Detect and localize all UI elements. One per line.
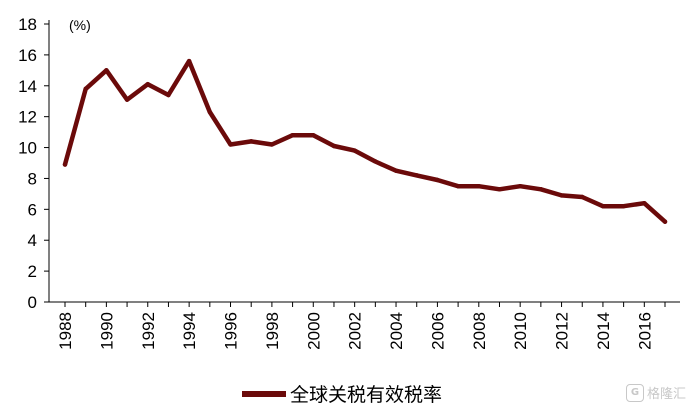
data-point: [62, 162, 68, 167]
x-axis: 1988 1990 1992 1994 1996 1998 2000 2002 2004 2006…: [49, 301, 680, 350]
data-point: [538, 187, 544, 192]
data-point: [290, 133, 295, 138]
data-point: [600, 204, 606, 209]
x-tick-label: 2008: [470, 312, 489, 350]
data-point: [207, 109, 213, 115]
y-tick-label: 16: [18, 46, 37, 65]
data-point: [124, 97, 130, 102]
y-tick-label: 10: [18, 139, 37, 158]
data-point: [145, 82, 150, 87]
series-line-0: [62, 58, 668, 224]
data-point: [435, 177, 440, 183]
data-point: [455, 183, 461, 189]
y-tick-label: 8: [28, 169, 37, 188]
data-point: [269, 142, 275, 147]
y-tick-label: 6: [28, 200, 37, 219]
y-unit-label: (%): [69, 17, 91, 33]
watermark: G 格隆汇: [625, 383, 686, 402]
data-point: [517, 183, 523, 189]
data-point: [352, 148, 357, 153]
legend-label: 全球关税有效税率: [290, 384, 442, 406]
y-tick-label: 18: [18, 15, 37, 34]
x-tick-label: 2012: [553, 312, 572, 350]
x-tick-label: 2004: [387, 312, 406, 350]
data-point: [662, 219, 668, 224]
data-point: [331, 143, 337, 149]
data-point: [414, 173, 419, 178]
y-tick-label: 12: [18, 108, 37, 127]
data-point: [83, 86, 88, 92]
y-axis: 0 2 4 6 8 10 12 14 16 18: [18, 15, 50, 312]
data-point: [311, 133, 316, 138]
watermark-text: 格隆汇: [646, 387, 686, 402]
data-point: [104, 68, 109, 73]
x-tick-label: 1990: [97, 312, 116, 350]
x-tick-label: 2006: [428, 312, 447, 350]
data-point: [642, 200, 647, 206]
x-tick-label: 2010: [511, 312, 530, 350]
x-tick-label: 1996: [222, 312, 241, 350]
data-point: [249, 139, 254, 144]
data-point: [559, 193, 564, 198]
y-tick-label: 2: [28, 262, 37, 281]
data-point: [621, 204, 626, 209]
series-layer: [62, 58, 668, 224]
data-point: [497, 187, 502, 192]
x-tick-label: 2002: [346, 312, 365, 350]
y-tick-label: 0: [28, 293, 37, 312]
x-tick-label: 2000: [304, 312, 323, 350]
data-point: [393, 168, 399, 173]
x-tick-label: 2016: [635, 312, 654, 350]
x-tick-label: 1998: [263, 312, 282, 350]
data-point: [476, 183, 481, 189]
x-tick-label: 1994: [180, 312, 199, 350]
data-point: [373, 159, 378, 164]
gelonghui-logo-icon: G: [625, 383, 644, 402]
x-tick-label: 1992: [139, 312, 158, 350]
y-tick-label: 14: [18, 77, 37, 96]
legend: 全球关税有效税率: [242, 384, 442, 406]
x-tick-label: 2014: [594, 312, 613, 350]
data-point: [580, 194, 585, 200]
data-point: [186, 58, 192, 64]
y-tick-label: 4: [28, 231, 37, 250]
x-tick-label: 1988: [56, 312, 75, 350]
data-point: [166, 92, 171, 98]
data-point: [228, 142, 233, 147]
